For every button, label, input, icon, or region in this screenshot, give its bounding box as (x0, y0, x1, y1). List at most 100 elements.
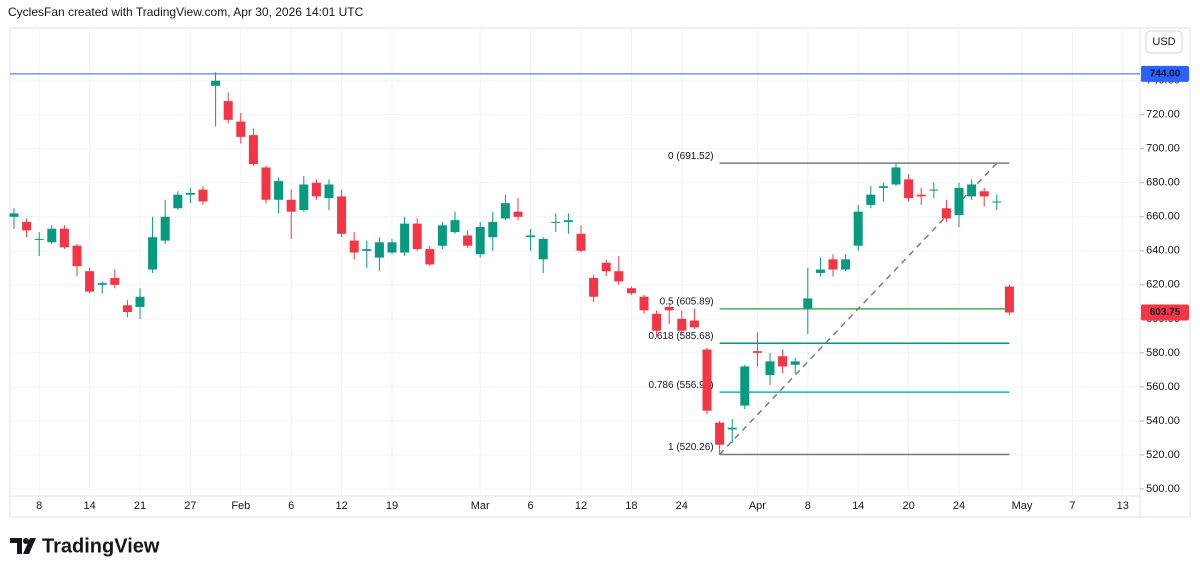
candle-body (85, 271, 95, 292)
x-tick-label: 20 (902, 500, 914, 512)
candle-body (450, 220, 460, 233)
candle-body (374, 242, 384, 258)
candle-body (803, 298, 813, 309)
candle-body (299, 184, 309, 210)
x-tick-label: 24 (676, 500, 688, 512)
candle-body (400, 223, 410, 253)
candle-body (211, 80, 221, 86)
logo-icon (10, 538, 36, 554)
candle-body (916, 194, 926, 197)
candle-body (652, 313, 662, 331)
y-tick-label: 580.00 (1146, 347, 1180, 359)
currency: USD (1152, 36, 1175, 48)
x-tick-label: 7 (1069, 500, 1075, 512)
candle-body (589, 278, 599, 297)
candle-body (412, 223, 422, 250)
candle-body (387, 242, 397, 253)
candle-body (9, 213, 19, 217)
x-tick-label: 27 (184, 500, 196, 512)
candle-body (324, 184, 334, 199)
x-tick-label: Apr (749, 500, 766, 512)
candle-body (563, 220, 573, 222)
candle-body (349, 240, 359, 253)
y-tick-label: 500.00 (1146, 483, 1180, 495)
x-tick-label: 12 (575, 500, 587, 512)
candle-body (223, 101, 233, 120)
y-tick-label: 660.00 (1146, 211, 1180, 223)
candle-body (1004, 286, 1014, 313)
y-tick-label: 560.00 (1146, 381, 1180, 393)
candle-body (110, 278, 120, 285)
x-tick-label: 21 (134, 500, 146, 512)
candle-body (437, 225, 447, 246)
candle-body (853, 211, 863, 246)
candle-body (891, 167, 901, 185)
candle-body (248, 135, 258, 165)
candle-body (160, 216, 170, 241)
candle-body (236, 121, 246, 137)
candle-body (261, 167, 271, 200)
price-tag (1141, 65, 1189, 82)
candle-body (122, 305, 132, 313)
x-tick-label: 6 (288, 500, 294, 512)
y-tick-label: 700.00 (1146, 143, 1180, 155)
x-tick-label: 24 (953, 500, 965, 512)
candle-body (22, 221, 32, 231)
candle-body (790, 361, 800, 365)
currency-box[interactable] (1145, 30, 1183, 54)
candle-body (97, 283, 107, 285)
candle-body (954, 187, 964, 216)
x-tick-label: 13 (1117, 500, 1129, 512)
candle-body (715, 422, 725, 445)
x-tick-label: 14 (852, 500, 864, 512)
candle-body (765, 361, 775, 375)
x-tick-label: Feb (231, 500, 250, 512)
candle-body (841, 259, 851, 270)
x-tick-label: 12 (335, 500, 347, 512)
y-tick-label: 680.00 (1146, 177, 1180, 189)
candle-body (815, 269, 825, 273)
x-tick-label: Mar (471, 500, 490, 512)
candle-body (727, 427, 737, 430)
candle-body (526, 235, 536, 238)
logo-shape (10, 538, 22, 554)
candle-body (664, 306, 674, 311)
price-tag-label: 603.75 (1150, 307, 1181, 318)
candle-body (626, 288, 636, 294)
candle-body (463, 235, 473, 246)
candle-body (740, 366, 750, 406)
candle-body (979, 191, 989, 197)
candle-body (362, 249, 372, 251)
fib-label: 0 (691.52) (668, 151, 714, 162)
candle-body (34, 238, 44, 240)
y-tick-label: 620.00 (1146, 279, 1180, 291)
candle-body (752, 351, 762, 353)
y-tick-label: 640.00 (1146, 245, 1180, 257)
chart-frame (9, 27, 1191, 518)
candle-body (500, 203, 510, 219)
header-text: CyclesFan created with TradingView.com, … (8, 5, 364, 19)
candle-body (941, 208, 951, 219)
x-tick-label: 18 (625, 500, 637, 512)
y-tick-label: 520.00 (1146, 449, 1180, 461)
candle-body (639, 296, 649, 311)
candle-body (689, 320, 699, 328)
candle-body (576, 233, 586, 251)
candle-body (311, 182, 321, 197)
x-tick-label: 19 (386, 500, 398, 512)
fib-label: 0.5 (605.89) (660, 296, 714, 307)
fib-label: 0.618 (585.68) (649, 331, 714, 342)
x-tick-label: 8 (36, 500, 42, 512)
candle-body (475, 227, 485, 255)
candle-body (929, 189, 939, 191)
logo-text: TradingView (42, 535, 160, 557)
candle-body (967, 184, 977, 197)
candle-body (992, 201, 1002, 203)
candle-body (72, 245, 82, 267)
candle-body (185, 192, 195, 195)
candle-body (904, 179, 914, 199)
logo-shape (23, 538, 36, 554)
price-tag (1141, 304, 1189, 321)
x-tick-label: 8 (805, 500, 811, 512)
